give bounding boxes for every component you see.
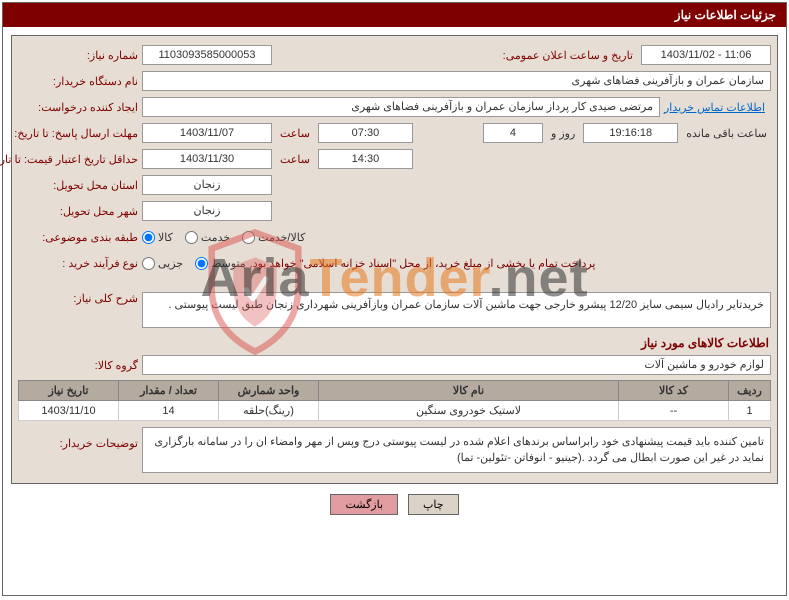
field-reply-date: 1403/11/07 [142,123,272,143]
field-validity-date: 1403/11/30 [142,149,272,169]
goods-info-title: اطلاعات کالاهای مورد نیاز [20,336,769,350]
label-buyer-org: نام دستگاه خریدار: [18,75,138,88]
field-goods-group: لوازم خودرو و ماشین آلات [142,355,771,375]
content-area: شماره نیاز: 1103093585000053 تاریخ و ساع… [3,27,786,593]
field-need-no: 1103093585000053 [142,45,272,65]
label-buyer-notes: توضیحات خریدار: [18,427,138,450]
label-day-and: روز و [547,127,579,140]
th-row: ردیف [729,381,771,401]
button-row: چاپ بازگشت [11,494,778,515]
radio-khadamat[interactable]: خدمت [185,231,230,244]
label-reply-deadline: مهلت ارسال پاسخ: تا تاریخ: [18,127,138,140]
classification-radios: کالا خدمت کالا/خدمت [142,231,305,244]
header-title: جزئیات اطلاعات نیاز [675,8,776,22]
islamic-note: پرداخت تمام یا بخشی از مبلغ خرید، از محل… [250,257,596,270]
field-announce: 1403/11/02 - 11:06 [641,45,771,65]
th-date: تاریخ نیاز [19,381,119,401]
td-code: -- [619,401,729,421]
radio-partial[interactable]: جزیی [142,257,183,270]
th-qty: تعداد / مقدار [119,381,219,401]
td-qty: 14 [119,401,219,421]
label-process: نوع فرآیند خرید : [18,257,138,270]
field-validity-time: 14:30 [318,149,413,169]
td-name: لاستیک خودروی سنگین [319,401,619,421]
label-remaining: ساعت باقی مانده [682,127,771,140]
label-overall-desc: شرح کلی نیاز: [18,292,138,305]
label-province: استان محل تحویل: [18,179,138,192]
field-reply-time: 07:30 [318,123,413,143]
radio-kala-khadamat[interactable]: کالا/خدمت [242,231,305,244]
field-requester: مرتضی صیدی کار پرداز سازمان عمران و بازآ… [142,97,660,117]
td-date: 1403/11/10 [19,401,119,421]
header-bar: جزئیات اطلاعات نیاز [3,3,786,27]
label-requester: ایجاد کننده درخواست: [18,101,138,114]
field-buyer-org: سازمان عمران و بازآفرینی فضاهای شهری [142,71,771,91]
radio-medium[interactable]: متوسط [195,257,246,270]
print-button[interactable]: چاپ [408,494,459,515]
field-city: زنجان [142,201,272,221]
field-buyer-notes: تامین کننده باید قیمت پیشنهادی خود رابرا… [142,427,771,473]
label-classification: طبقه بندی موضوعی: [18,231,138,244]
radio-kala[interactable]: کالا [142,231,173,244]
label-announce: تاریخ و ساعت اعلان عمومی: [499,49,637,62]
label-goods-group: گروه کالا: [18,359,138,372]
label-hour-1: ساعت [276,127,314,140]
goods-table: ردیف کد کالا نام کالا واحد شمارش تعداد /… [18,380,771,421]
field-province: زنجان [142,175,272,195]
field-overall-desc: خریدتایر رادیال سیمی سایز 12/20 پیشرو خا… [142,292,771,328]
label-hour-2: ساعت [276,153,314,166]
buyer-contact-link[interactable]: اطلاعات تماس خریدار [664,101,765,114]
back-button[interactable]: بازگشت [330,494,398,515]
label-city: شهر محل تحویل: [18,205,138,218]
table-row: 1 -- لاستیک خودروی سنگین (رینگ)حلقه 14 1… [19,401,771,421]
td-row: 1 [729,401,771,421]
main-fieldset: شماره نیاز: 1103093585000053 تاریخ و ساع… [11,35,778,484]
td-unit: (رینگ)حلقه [219,401,319,421]
process-radios: جزیی متوسط [142,257,246,270]
th-name: نام کالا [319,381,619,401]
field-remain-time: 19:16:18 [583,123,678,143]
th-unit: واحد شمارش [219,381,319,401]
th-code: کد کالا [619,381,729,401]
label-need-no: شماره نیاز: [18,49,138,62]
label-validity: حداقل تاریخ اعتبار قیمت: تا تاریخ: [18,153,138,166]
field-remain-days: 4 [483,123,543,143]
